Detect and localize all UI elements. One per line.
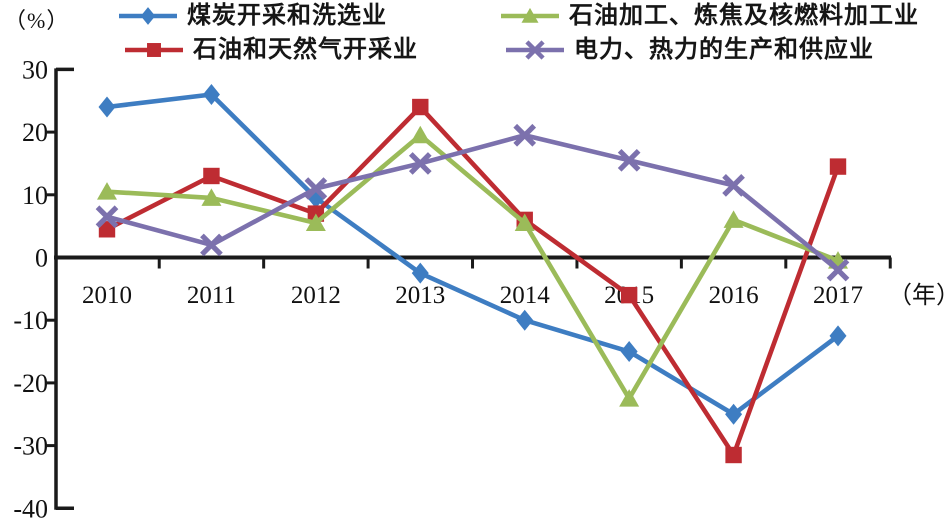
x-marker-icon (722, 174, 745, 197)
square-marker-icon (147, 43, 161, 57)
triangle-marker-icon (521, 7, 539, 23)
legend-label: 石油加工、炼焦及核燃料加工业 (569, 3, 919, 29)
y-tick-label: 10 (22, 181, 48, 210)
legend-label: 煤炭开采和洗选业 (187, 3, 387, 29)
series-line (106, 132, 840, 272)
legend-item-petroleum-processing: 石油加工、炼焦及核燃料加工业 (498, 1, 919, 31)
diamond-marker-icon (411, 262, 429, 284)
diamond-marker-icon (516, 309, 534, 331)
series-line (106, 132, 839, 401)
square-marker-icon (412, 98, 429, 116)
series-0 (98, 83, 847, 425)
square-marker-icon (829, 158, 847, 175)
x-marker-icon (525, 40, 545, 60)
x-tick-label: 2010 (82, 282, 132, 309)
legend-item-power-heat-supply: 电力、热力的生产和供应业 (503, 35, 874, 65)
triangle-marker-icon (619, 389, 640, 407)
series-line (106, 92, 840, 417)
y-tick-label: -40 (13, 494, 48, 523)
diamond-marker-icon (725, 403, 743, 425)
x-tick-label: 2017 (813, 282, 863, 309)
y-tick-label: -30 (13, 432, 48, 461)
x-marker-icon (617, 148, 641, 172)
y-axis-unit-label: （%） (4, 8, 70, 33)
x-tick-label: 2013 (395, 282, 445, 309)
triangle-marker-icon (723, 210, 744, 228)
legend-marker-diamond-icon (119, 7, 177, 25)
x-tick-label: 2012 (291, 282, 341, 309)
legend-label: 石油和天然气开采业 (193, 37, 418, 63)
x-marker-icon (826, 258, 850, 282)
series-3 (95, 123, 850, 282)
y-tick-label: 30 (22, 55, 48, 84)
legend-marker-triangle-icon (501, 7, 559, 23)
legend: 煤炭开采和洗选业 石油和天然气开采业 石油加工、炼焦及核燃料加工业 电力、热力的… (0, 0, 952, 70)
x-marker-icon (200, 233, 223, 257)
triangle-marker-icon (201, 188, 222, 206)
y-tick-label: -20 (13, 369, 48, 398)
legend-marker-square-icon (125, 43, 183, 57)
square-marker-icon (98, 221, 116, 238)
diamond-marker-icon (202, 83, 220, 105)
square-marker-icon (203, 167, 220, 185)
x-tick-label: 2011 (187, 282, 236, 309)
x-marker-icon (304, 177, 328, 200)
triangle-marker-icon (410, 125, 431, 144)
x-tick-label: 2014 (500, 282, 551, 309)
series-line (105, 104, 841, 458)
triangle-marker-icon (514, 213, 535, 232)
square-marker-icon (725, 446, 742, 464)
diamond-marker-icon (98, 96, 116, 118)
legend-item-oil-gas-extraction: 石油和天然气开采业 (122, 35, 418, 65)
x-marker-icon (95, 205, 119, 229)
series-1 (98, 98, 847, 464)
diamond-marker-icon (140, 7, 156, 25)
x-marker-icon (513, 123, 537, 147)
y-tick-label: -10 (13, 306, 48, 335)
triangle-marker-icon (305, 213, 326, 232)
legend-label: 电力、热力的生产和供应业 (574, 37, 874, 63)
x-marker-icon (408, 152, 432, 175)
x-axis-unit-label: （年） (888, 282, 952, 309)
diamond-marker-icon (829, 325, 847, 347)
y-tick-label: 0 (35, 244, 48, 273)
square-marker-icon (620, 286, 638, 304)
x-tick-label: 2016 (709, 282, 759, 309)
legend-item-coal-mining: 煤炭开采和洗选业 (116, 1, 387, 31)
y-tick-label: 20 (22, 118, 48, 147)
legend-marker-x-icon (506, 40, 564, 60)
diamond-marker-icon (620, 341, 638, 363)
triangle-marker-icon (97, 182, 117, 200)
